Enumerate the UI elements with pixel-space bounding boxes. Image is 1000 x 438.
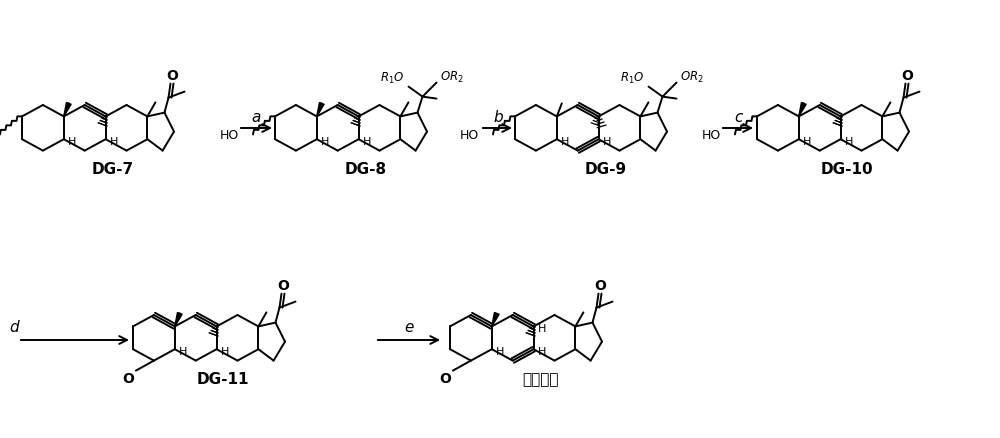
- Text: a: a: [251, 110, 261, 126]
- Polygon shape: [799, 102, 806, 117]
- Text: HO: HO: [460, 129, 479, 142]
- Text: $R_1O$: $R_1O$: [620, 71, 644, 86]
- Text: H: H: [537, 325, 546, 334]
- Text: O: O: [439, 371, 451, 385]
- Text: $OR_2$: $OR_2$: [680, 70, 704, 85]
- Text: O: O: [278, 279, 289, 293]
- Text: H: H: [179, 347, 187, 357]
- Text: H: H: [537, 347, 546, 357]
- Polygon shape: [317, 102, 324, 117]
- Text: H: H: [321, 137, 329, 147]
- Text: H: H: [496, 347, 504, 357]
- Text: d: d: [9, 321, 19, 336]
- Polygon shape: [64, 102, 71, 117]
- Text: $R_1O$: $R_1O$: [380, 71, 404, 86]
- Text: H: H: [561, 137, 569, 147]
- Text: O: O: [902, 69, 913, 83]
- Text: H: H: [602, 137, 611, 147]
- Text: DG-11: DG-11: [197, 372, 250, 387]
- Text: e: e: [404, 321, 414, 336]
- Text: HO: HO: [702, 129, 721, 142]
- Text: H: H: [803, 137, 811, 147]
- Text: 地屈孕酮: 地屈孕酮: [522, 372, 558, 387]
- Text: DG-10: DG-10: [821, 162, 874, 177]
- Text: DG-9: DG-9: [584, 162, 626, 177]
- Text: H: H: [844, 137, 853, 147]
- Text: b: b: [493, 110, 503, 126]
- Text: c: c: [734, 110, 742, 126]
- Text: H: H: [68, 137, 76, 147]
- Text: O: O: [122, 371, 134, 385]
- Text: O: O: [595, 279, 606, 293]
- Text: H: H: [220, 347, 229, 357]
- Polygon shape: [175, 312, 182, 326]
- Text: $OR_2$: $OR_2$: [440, 70, 464, 85]
- Text: O: O: [167, 69, 178, 83]
- Polygon shape: [492, 312, 499, 326]
- Text: H: H: [109, 137, 118, 147]
- Text: DG-7: DG-7: [91, 162, 133, 177]
- Text: HO: HO: [220, 129, 239, 142]
- Text: H: H: [362, 137, 371, 147]
- Text: DG-8: DG-8: [344, 162, 386, 177]
